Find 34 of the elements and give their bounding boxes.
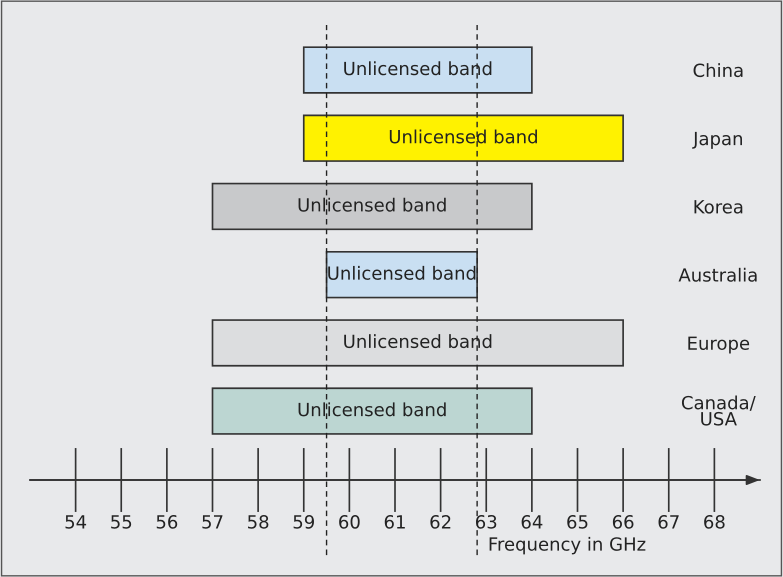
- x-tick-label: 65: [567, 515, 588, 529]
- x-tick-label: 62: [430, 515, 450, 529]
- y-tick-label: Australia: [678, 268, 757, 282]
- x-tick-label: 63: [476, 515, 496, 529]
- x-tick-label: 60: [339, 515, 360, 529]
- data-label: Unlicensed band: [390, 130, 537, 144]
- x-axis-title: Frequency in GHz: [490, 536, 646, 554]
- y-tick-label: Canada/ USA: [682, 396, 756, 426]
- data-label: Unlicensed band: [328, 266, 476, 280]
- x-tick-label: 58: [248, 515, 268, 529]
- x-tick-label: 64: [522, 515, 542, 529]
- x-tick-label: 59: [294, 515, 314, 529]
- x-tick-label: 67: [658, 515, 679, 529]
- data-label: Unlicensed band: [344, 61, 492, 76]
- y-tick-label: Korea: [694, 200, 742, 214]
- x-tick-label: 56: [156, 515, 178, 529]
- x-tick-label: 57: [202, 515, 222, 529]
- x-tick-label: 61: [384, 515, 405, 529]
- bar: [326, 250, 478, 298]
- bar: [302, 46, 533, 94]
- y-tick-label: Japan: [692, 132, 742, 149]
- x-tick-label: 68: [704, 515, 725, 529]
- bar: [302, 114, 624, 162]
- x-tick-label: 66: [612, 515, 634, 529]
- bar: [212, 182, 533, 230]
- y-tick-label: Europe: [688, 336, 750, 354]
- bar: [212, 387, 533, 435]
- y-tick-label: China: [694, 63, 742, 78]
- bar: [212, 319, 624, 367]
- x-tick-label: 54: [66, 515, 86, 529]
- data-label: Unlicensed band: [298, 402, 446, 416]
- data-label: Unlicensed band: [344, 334, 492, 348]
- data-label: Unlicensed band: [298, 198, 446, 212]
- x-tick-label: 55: [111, 515, 132, 529]
